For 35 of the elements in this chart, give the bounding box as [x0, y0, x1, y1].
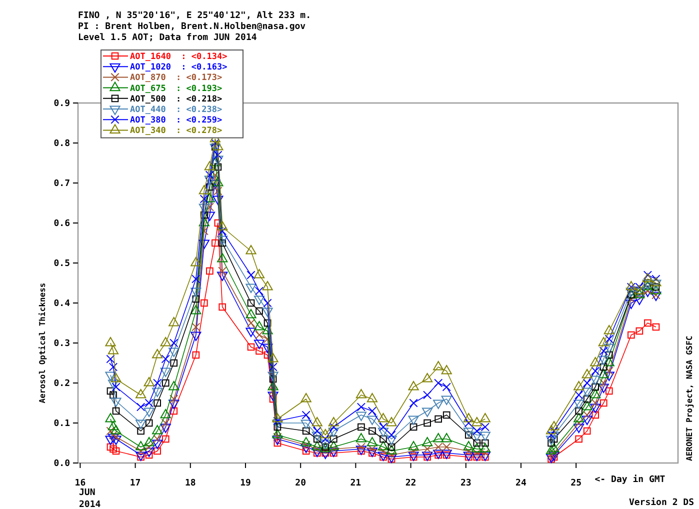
- legend-label: AOT_440 : <0.238>: [130, 105, 222, 115]
- x-tick-label: 20: [295, 478, 306, 488]
- y-tick-label: 0.2: [54, 378, 70, 389]
- x-axis-title: <- Day in GMT: [594, 474, 666, 485]
- y-axis-title: Aerosol Optical Thickness: [38, 282, 47, 404]
- x-tick-label: 24: [516, 478, 527, 488]
- legend-label: AOT_870 : <0.173>: [130, 73, 222, 84]
- text: Version 2 DS: [628, 497, 694, 508]
- y-tick-label: 0.5: [54, 258, 70, 269]
- chart-title: FINO , N 35"20'16", E 25"40'12", Alt 233 m.: [78, 11, 311, 21]
- x-tick-label: 25: [570, 478, 582, 488]
- y-tick-label: 0.0: [54, 458, 70, 469]
- x-tick-label: 23: [460, 478, 472, 488]
- legend-label: AOT_380 : <0.259>: [130, 116, 222, 126]
- y-tick-label: 0.1: [54, 418, 70, 429]
- legend-label: AOT_675 : <0.193>: [130, 84, 222, 94]
- y-tick-label: 0.8: [54, 138, 70, 149]
- text: AERONET Project, NASA GSFC: [685, 336, 694, 461]
- x-tick-label: 17: [130, 478, 141, 488]
- x-tick-label: 22: [405, 478, 416, 488]
- x-tick-label: 21: [350, 478, 362, 488]
- legend-label: AOT_1640 : <0.134>: [130, 52, 228, 62]
- legend-label: AOT_500 : <0.218>: [130, 94, 222, 104]
- x-tick-label: 18: [184, 478, 196, 488]
- x-tick-label: 16: [74, 478, 86, 488]
- x-tick-label: 19: [240, 478, 251, 488]
- text: JUN 2014: [79, 488, 102, 509]
- y-tick-label: 0.7: [54, 178, 70, 189]
- chart-subtitle: PI : Brent Holben, Brent.N.Holben@nasa.gov Level 1.5 AOT; Data from JUN 2014: [78, 22, 306, 43]
- y-tick-label: 0.6: [54, 218, 70, 229]
- legend-label: AOT_1020 : <0.163>: [130, 62, 228, 73]
- y-tick-label: 0.9: [54, 98, 70, 109]
- y-tick-label: 0.4: [54, 298, 71, 309]
- legend-label: AOT_340 : <0.278>: [130, 126, 222, 136]
- y-tick-label: 0.3: [54, 338, 70, 349]
